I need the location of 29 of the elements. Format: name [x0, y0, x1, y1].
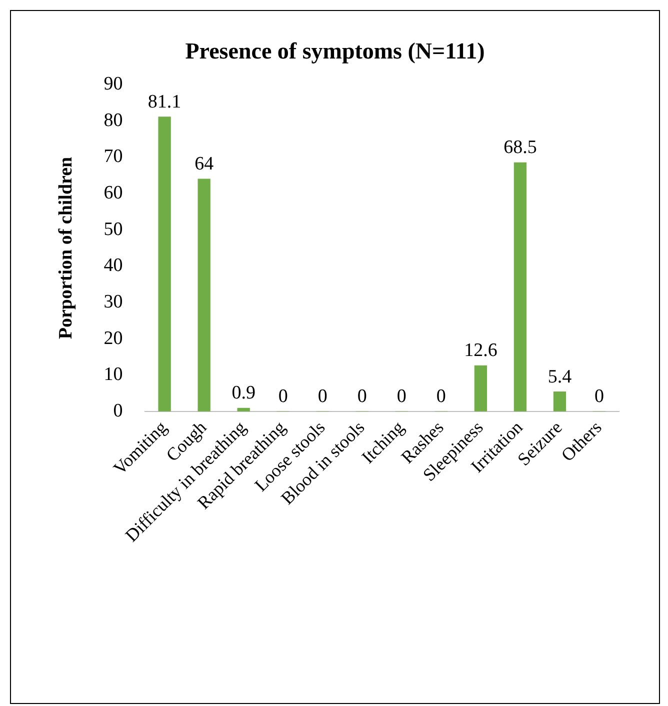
bar	[553, 391, 566, 412]
y-tick-label: 90	[104, 74, 123, 95]
data-label: 64	[194, 154, 214, 175]
chart-title: Presence of symptoms (N=111)	[185, 38, 485, 64]
y-tick-label: 80	[104, 110, 123, 131]
data-label: 0	[318, 386, 328, 407]
data-label: 0	[357, 386, 367, 407]
y-tick-label: 50	[104, 218, 123, 240]
bar	[514, 162, 527, 412]
y-tick-label: 30	[104, 291, 123, 312]
data-label: 0.9	[232, 382, 256, 404]
y-tick-label: 0	[113, 400, 123, 422]
data-label: 81.1	[148, 91, 182, 112]
y-tick-label: 40	[104, 255, 123, 276]
y-axis-title: Porportion of children	[55, 156, 76, 340]
data-label: 0	[594, 386, 604, 407]
bar	[474, 365, 488, 412]
y-tick-label: 10	[104, 364, 123, 386]
y-tick-label: 60	[104, 182, 123, 204]
data-label: 0	[436, 386, 446, 407]
y-tick-label: 70	[104, 146, 123, 168]
data-label: 0	[396, 386, 406, 407]
data-label: 68.5	[504, 137, 537, 158]
data-label: 5.4	[548, 366, 572, 388]
bar	[158, 116, 171, 412]
y-tick-label: 20	[104, 328, 123, 349]
data-label: 0	[278, 386, 288, 407]
data-label: 12.6	[464, 340, 498, 362]
bar	[198, 178, 210, 412]
